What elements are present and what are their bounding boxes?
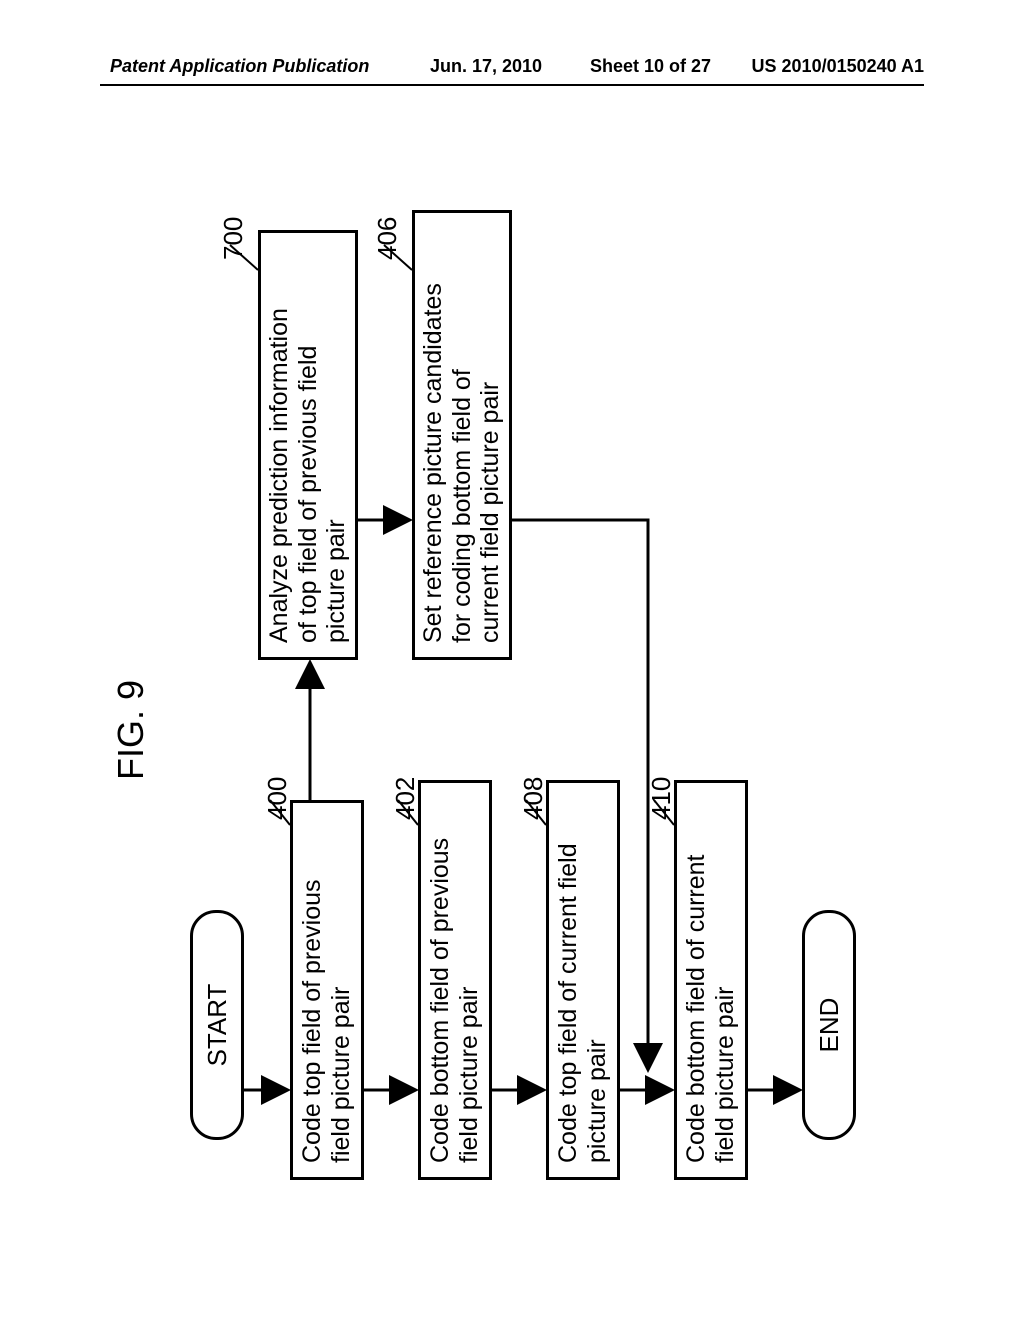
box-408: Code top field of current field picture … [546,780,620,1180]
figure-title: FIG. 9 [110,680,152,780]
diagram-area: FIG. 9 START Code top field of previous … [100,160,924,1220]
terminal-start: START [190,910,244,1140]
ref-408: 408 [518,777,549,820]
page-header: Patent Application Publication Jun. 17, … [0,56,1024,86]
box-402: Code bottom field of previous field pict… [418,780,492,1180]
ref-410: 410 [646,777,677,820]
ref-402: 402 [390,777,421,820]
header-date: Jun. 17, 2010 [430,56,542,77]
ref-406: 406 [372,217,403,260]
header-pub-number: US 2010/0150240 A1 [752,56,924,77]
header-sheet: Sheet 10 of 27 [590,56,711,77]
header-rule [100,84,924,86]
ref-400: 400 [262,777,293,820]
box-410: Code bottom field of current field pictu… [674,780,748,1180]
ref-700: 700 [218,217,249,260]
diagram-rotated-canvas: FIG. 9 START Code top field of previous … [100,160,924,1220]
page: Patent Application Publication Jun. 17, … [0,0,1024,1320]
header-publication-type: Patent Application Publication [110,56,369,77]
box-406: Set reference picture candidates for cod… [412,210,512,660]
box-400: Code top field of previous field picture… [290,800,364,1180]
terminal-end: END [802,910,856,1140]
box-700: Analyze prediction information of top fi… [258,230,358,660]
